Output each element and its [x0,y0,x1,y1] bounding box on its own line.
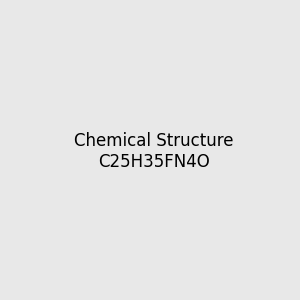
Text: Chemical Structure
C25H35FN4O: Chemical Structure C25H35FN4O [74,132,233,171]
